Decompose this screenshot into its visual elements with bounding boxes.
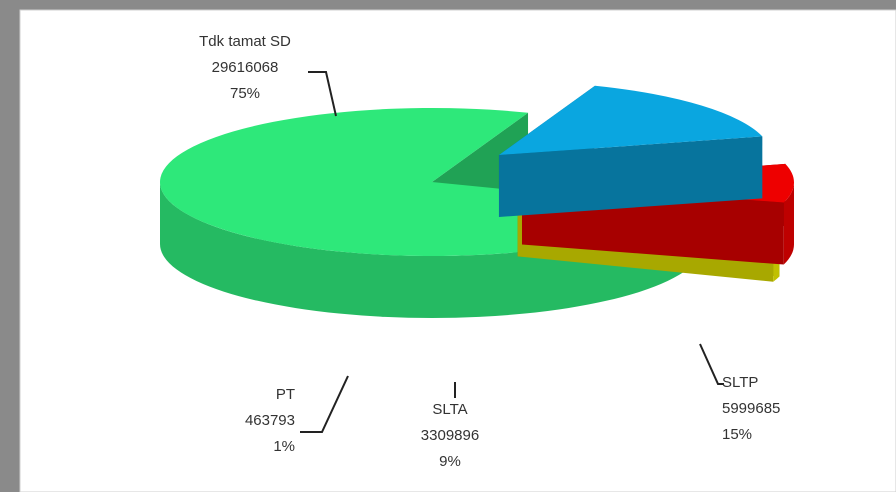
percent-label: 15% <box>722 426 752 443</box>
value-label: 3309896 <box>421 427 479 444</box>
labels: Tdk tamat SD 29616068 75% SLTP 5999685 15% SLT… <box>199 33 780 470</box>
value-label: 463793 <box>245 412 295 429</box>
slice-wall <box>160 182 688 318</box>
leader-line <box>300 375 349 433</box>
slice <box>498 85 763 155</box>
slice-group <box>498 85 763 217</box>
slice-side <box>498 136 763 217</box>
leader-line <box>308 71 337 117</box>
value-label: 5999685 <box>722 400 780 417</box>
slice-wall <box>783 182 794 265</box>
leader-line <box>699 343 724 385</box>
category-label: SLTA <box>432 401 467 418</box>
pie <box>160 85 794 318</box>
value-label: 29616068 <box>212 59 279 76</box>
category-label: PT <box>276 386 295 403</box>
category-label: SLTP <box>722 374 758 391</box>
percent-label: 1% <box>273 438 295 455</box>
percent-label: 75% <box>230 85 260 102</box>
category-label: Tdk tamat SD <box>199 33 291 50</box>
percent-label: 9% <box>439 453 461 470</box>
